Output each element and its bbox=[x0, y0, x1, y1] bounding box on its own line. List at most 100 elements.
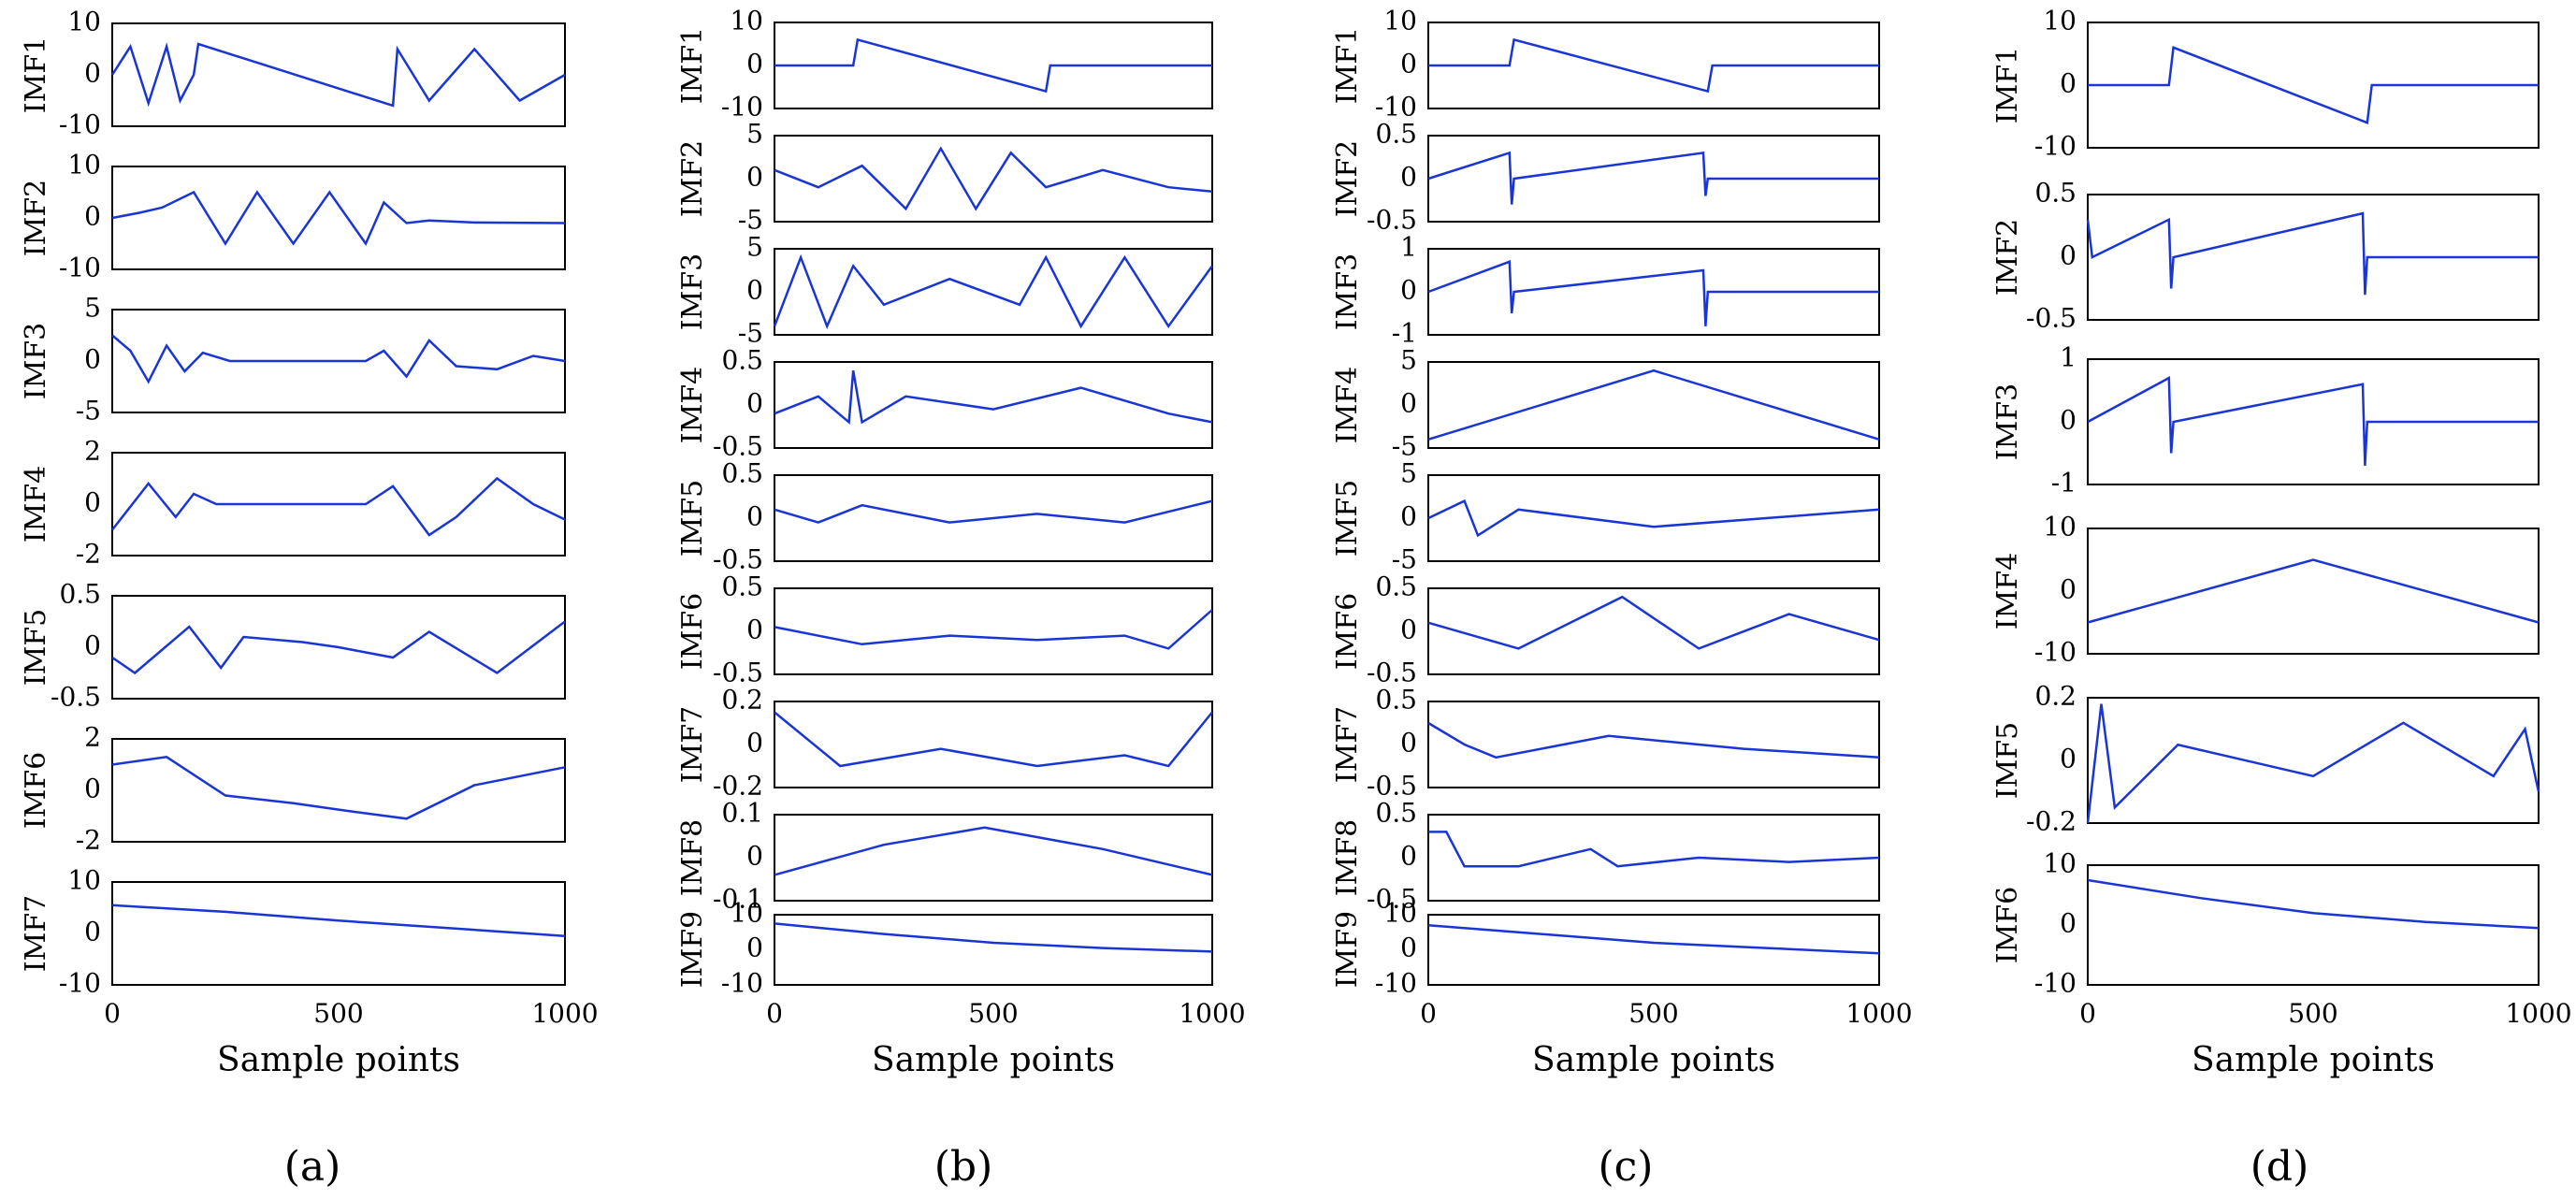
c-imf7-ytick-bot: -0.5 bbox=[1367, 771, 1417, 802]
c-imf7-label: IMF7 bbox=[1331, 706, 1364, 783]
b-imf4-ytick-top: 0.5 bbox=[721, 345, 763, 376]
b-imf3-ytick-top: 5 bbox=[746, 232, 763, 263]
c-xtick-500: 500 bbox=[1628, 998, 1678, 1029]
d-imf1-line bbox=[2088, 46, 2539, 124]
d-imf4-frame bbox=[2087, 528, 2540, 655]
a-imf4-label: IMF4 bbox=[20, 466, 52, 542]
d-imf4: IMF4 10 0 -10 bbox=[1991, 512, 2540, 668]
d-imf4-label: IMF4 bbox=[1991, 553, 2024, 629]
a-imf1: IMF1 10 0 -10 bbox=[20, 7, 566, 140]
d-xtick-1000: 1000 bbox=[2505, 998, 2571, 1029]
d-imf3-label: IMF3 bbox=[1991, 383, 2024, 460]
d-imf6-ytick-mid: 0 bbox=[2060, 908, 2077, 939]
c-imf7-ytick-top: 0.5 bbox=[1375, 685, 1417, 716]
a-imf4-ytick-bot: -2 bbox=[76, 539, 101, 570]
d-xtick-500: 500 bbox=[2288, 998, 2337, 1029]
b-imf7-line bbox=[774, 711, 1213, 768]
b-imf1-line bbox=[774, 37, 1212, 94]
c-imf2-line bbox=[1427, 151, 1879, 205]
c-imf1-ytick-top: 10 bbox=[1383, 6, 1417, 36]
b-imf8-label: IMF8 bbox=[676, 819, 709, 896]
a-imf7-ytick-bot: -10 bbox=[59, 968, 101, 999]
c-imf8-ytick-top: 0.5 bbox=[1375, 798, 1417, 829]
c-imf8: IMF8 0.5 0 -0.5 bbox=[1331, 798, 1880, 915]
a-imf7-ytick-top: 10 bbox=[67, 865, 101, 896]
b-imf9-frame bbox=[774, 914, 1213, 986]
c-imf1-label: IMF1 bbox=[1331, 27, 1364, 104]
c-imf6-ytick-top: 0.5 bbox=[1375, 571, 1417, 602]
c-imf4-ytick-bot: -5 bbox=[1392, 431, 1417, 462]
b-imf3-ytick-bot: -5 bbox=[738, 318, 763, 349]
b-imf6: IMF6 0.5 0 -0.5 bbox=[676, 571, 1213, 688]
a-xlabel: Sample points bbox=[217, 1041, 460, 1079]
a-imf5-label: IMF5 bbox=[20, 609, 52, 686]
c-imf9-ytick-top: 10 bbox=[1383, 898, 1417, 929]
a-xtick-1000: 1000 bbox=[531, 998, 598, 1029]
c-imf9-label: IMF9 bbox=[1331, 911, 1364, 988]
d-xtick-0: 0 bbox=[2079, 998, 2096, 1029]
d-imf2: IMF2 0.5 0 -0.5 bbox=[1991, 178, 2540, 334]
c-imf1-ytick-bot: -10 bbox=[1375, 92, 1417, 123]
b-imf7: IMF7 0.2 0 -0.2 bbox=[676, 685, 1213, 802]
b-imf3-label: IMF3 bbox=[676, 253, 709, 330]
c-imf1-line bbox=[1428, 37, 1879, 94]
a-imf1-ytick-top: 10 bbox=[67, 7, 101, 37]
c-imf9-frame bbox=[1427, 914, 1880, 986]
c-imf1: IMF1 10 0 -10 bbox=[1331, 6, 1880, 123]
c-xlabel: Sample points bbox=[1532, 1041, 1775, 1079]
a-imf5-ytick-top: 0.5 bbox=[59, 579, 101, 610]
c-imf4-line bbox=[1427, 369, 1880, 441]
d-imf5-ytick-top: 0.2 bbox=[2034, 681, 2077, 712]
d-imf3: IMF3 1 0 -1 bbox=[1991, 342, 2540, 499]
b-imf5: IMF5 0.5 0 -0.5 bbox=[676, 458, 1213, 575]
a-imf3-label: IMF3 bbox=[20, 323, 52, 399]
d-imf1-ytick-mid: 0 bbox=[2060, 68, 2077, 99]
b-imf2-ytick-top: 5 bbox=[746, 119, 763, 150]
c-imf7: IMF7 0.5 0 -0.5 bbox=[1331, 685, 1880, 802]
b-imf9-ytick-bot: -10 bbox=[721, 968, 763, 999]
d-imf2-ytick-top: 0.5 bbox=[2034, 178, 2077, 209]
d-imf1-ytick-bot: -10 bbox=[2034, 131, 2077, 162]
b-imf8-ytick-top: 0.1 bbox=[721, 798, 763, 829]
d-imf5-ytick-bot: -0.2 bbox=[2026, 806, 2077, 837]
b-imf2-label: IMF2 bbox=[676, 140, 709, 217]
a-imf6-line bbox=[111, 755, 566, 820]
b-imf3: IMF3 5 0 -5 bbox=[676, 232, 1214, 349]
b-imf6-line bbox=[774, 609, 1213, 650]
b-imf3-line bbox=[773, 253, 1214, 330]
a-imf3-ytick-mid: 0 bbox=[84, 344, 101, 375]
c-imf2-ytick-mid: 0 bbox=[1400, 162, 1417, 193]
c-imf5-ytick-top: 5 bbox=[1400, 458, 1417, 489]
c-imf5-label: IMF5 bbox=[1331, 480, 1364, 557]
c-imf3-ytick-bot: -1 bbox=[1392, 318, 1417, 349]
a-imf4-ytick-top: 2 bbox=[84, 436, 101, 467]
c-xtick-0: 0 bbox=[1420, 998, 1437, 1029]
c-imf5-line bbox=[1427, 499, 1880, 538]
a-imf3-line bbox=[111, 334, 566, 384]
d-imf4-ytick-bot: -10 bbox=[2034, 637, 2077, 668]
c-imf3-line bbox=[1427, 260, 1879, 326]
b-imf4-ytick-bot: -0.5 bbox=[713, 431, 763, 462]
c-imf5: IMF5 5 0 -5 bbox=[1331, 458, 1880, 575]
d-imf3-ytick-mid: 0 bbox=[2060, 405, 2077, 436]
b-imf4-frame bbox=[774, 361, 1213, 449]
c-imf3-ytick-mid: 0 bbox=[1400, 275, 1417, 306]
c-imf5-ytick-bot: -5 bbox=[1392, 544, 1417, 575]
d-imf6-line bbox=[2087, 878, 2540, 930]
b-imf5-line bbox=[774, 499, 1213, 524]
d-imf2-label: IMF2 bbox=[1991, 219, 2024, 296]
c-imf2-ytick-bot: -0.5 bbox=[1367, 205, 1417, 236]
c-imf9: IMF9 10 0 -10 bbox=[1331, 898, 1880, 999]
a-imf1-label: IMF1 bbox=[20, 36, 52, 113]
c-imf4-label: IMF4 bbox=[1331, 367, 1364, 443]
a-imf4-line bbox=[111, 476, 566, 537]
d-imf6-ytick-top: 10 bbox=[2043, 848, 2077, 879]
a-imf2-ytick-top: 10 bbox=[67, 150, 101, 181]
a-panel-label: (a) bbox=[284, 1143, 341, 1191]
d-imf6-frame bbox=[2087, 864, 2540, 986]
b-imf6-ytick-top: 0.5 bbox=[721, 571, 763, 602]
b-xlabel: Sample points bbox=[872, 1041, 1115, 1079]
c-imf1-ytick-mid: 0 bbox=[1400, 49, 1417, 80]
